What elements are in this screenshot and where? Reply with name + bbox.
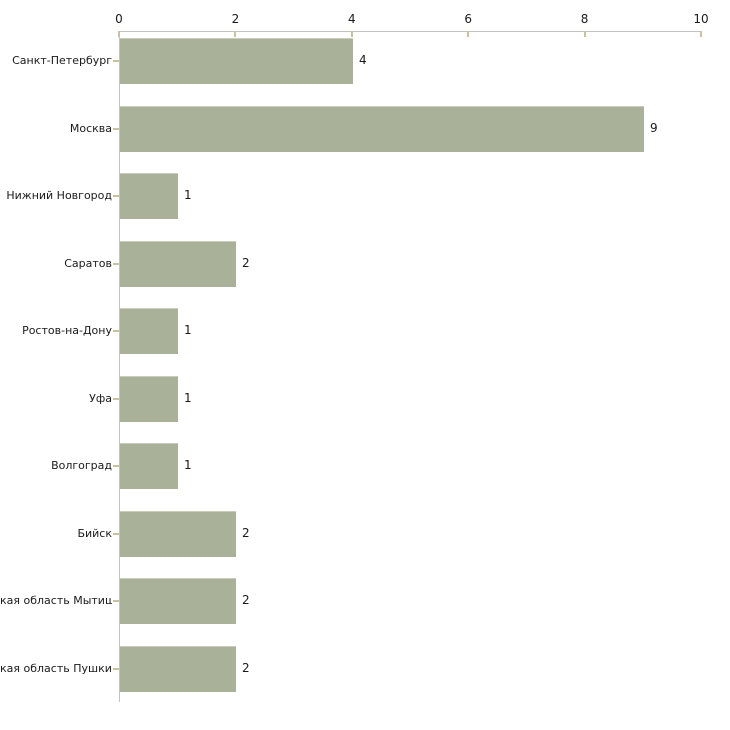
bar — [120, 511, 236, 557]
category-label: Саратов — [64, 257, 112, 270]
y-axis-tick-mark — [113, 398, 119, 400]
value-label: 1 — [184, 188, 192, 202]
category-label: кая область Пушкино — [0, 662, 112, 675]
value-label: 9 — [650, 121, 658, 135]
y-axis-tick-mark — [113, 668, 119, 670]
x-axis-tick-mark — [118, 31, 120, 37]
x-axis-tick-mark — [583, 31, 586, 37]
value-label: 2 — [242, 526, 250, 540]
category-label: Нижний Новгород — [6, 189, 112, 202]
value-label: 4 — [359, 53, 367, 67]
y-axis-tick-mark — [113, 60, 119, 62]
x-axis-tick-mark — [234, 31, 237, 37]
value-label: 1 — [184, 458, 192, 472]
x-axis-tick-label: 8 — [580, 12, 589, 26]
category-label: Ростов-на-Дону — [22, 324, 112, 337]
category-label: Волгоград — [51, 459, 112, 472]
y-axis-tick-mark — [113, 533, 119, 535]
bar — [120, 308, 178, 354]
value-label: 1 — [184, 323, 192, 337]
category-label: кая область Мытищи — [0, 594, 112, 607]
value-label: 2 — [242, 593, 250, 607]
bar — [120, 443, 178, 489]
x-axis-tick-mark — [700, 31, 702, 37]
x-axis-tick-label: 2 — [231, 12, 240, 26]
y-axis-tick-mark — [113, 330, 119, 332]
bar — [120, 106, 644, 152]
bar — [120, 376, 178, 422]
bar — [120, 646, 236, 692]
category-label: Санкт-Петербург — [12, 54, 112, 67]
x-axis-tick-label: 6 — [464, 12, 473, 26]
x-axis-tick-mark — [467, 31, 470, 37]
value-label: 2 — [242, 661, 250, 675]
bar — [120, 578, 236, 624]
bar — [120, 173, 178, 219]
y-axis-tick-mark — [113, 263, 119, 265]
x-axis-tick-label: 10 — [693, 12, 709, 26]
value-label: 2 — [242, 256, 250, 270]
x-axis-tick-label: 0 — [115, 12, 123, 26]
y-axis-tick-mark — [113, 128, 119, 130]
bar — [120, 241, 236, 287]
y-axis-line — [119, 31, 120, 702]
x-axis-tick-mark — [350, 31, 353, 37]
y-axis-tick-mark — [113, 465, 119, 467]
value-label: 1 — [184, 391, 192, 405]
bar — [120, 38, 353, 84]
category-label: Бийск — [77, 527, 112, 540]
category-label: Уфа — [89, 392, 112, 405]
y-axis-tick-mark — [113, 195, 119, 197]
x-axis-line — [119, 31, 702, 32]
x-axis-tick-label: 4 — [347, 12, 356, 26]
category-label: Москва — [69, 122, 112, 135]
y-axis-tick-mark — [113, 600, 119, 602]
